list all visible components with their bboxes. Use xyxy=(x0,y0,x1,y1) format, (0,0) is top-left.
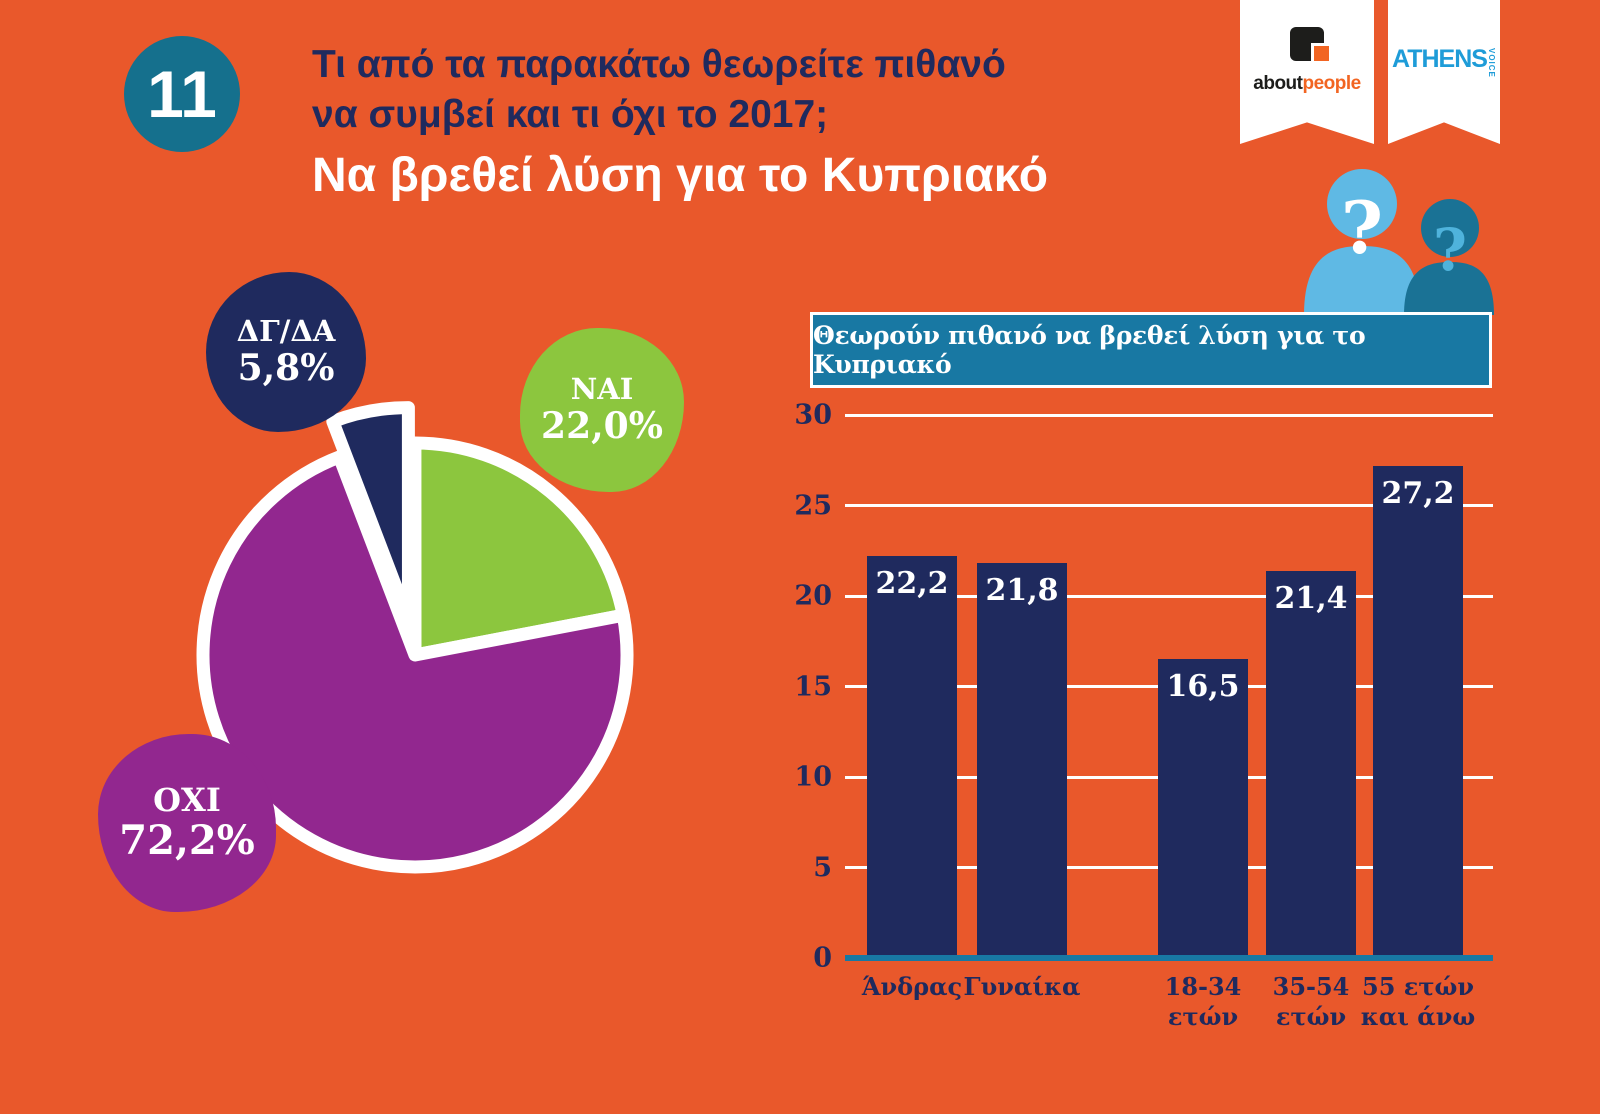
person-dark-head xyxy=(1421,199,1479,257)
pie-label-oxi-value: 72,2% xyxy=(119,817,255,865)
pie-label-oxi-text: ΟΧΙ xyxy=(153,780,221,819)
pie-label-nai: ΝΑΙ 22,0% xyxy=(520,328,684,492)
aboutpeople-logo-badge: aboutpeople xyxy=(1240,0,1374,144)
pie-svg xyxy=(196,401,634,874)
pie-label-nai-text: ΝΑΙ xyxy=(570,371,634,406)
pie-slice-ΝΑΙ xyxy=(408,436,630,662)
person-light-body xyxy=(1304,246,1420,315)
person-light-silhouette: ? xyxy=(1304,169,1420,315)
question-title-line1: Τι από τα παρακάτω θεωρείτε πιθανό xyxy=(312,43,1006,86)
bar-2: 21,8 xyxy=(977,563,1067,958)
gridline-25 xyxy=(845,504,1493,507)
athens-voice-wordmark: ATHENS VOICE xyxy=(1392,45,1496,78)
x-label-3: 18-34 ετών xyxy=(1164,972,1242,1031)
person-dark-silhouette: ? xyxy=(1404,199,1494,315)
question-subtitle: Να βρεθεί λύση για το Κυπριακό xyxy=(312,148,1049,202)
x-axis-line xyxy=(845,955,1493,961)
x-label-2: Γυναίκα xyxy=(963,972,1081,1001)
bar-4: 21,4 xyxy=(1266,570,1356,958)
pie-label-dgda-text: ΔΓ/ΔΑ xyxy=(236,313,336,348)
bar-chart-y-axis: 0 5 10 15 20 25 30 xyxy=(772,400,832,974)
bar-value-label: 21,4 xyxy=(1274,580,1348,616)
gridline-30 xyxy=(845,413,1493,417)
bar-1: 22,2 xyxy=(867,556,957,958)
y-tick-20: 20 xyxy=(794,580,832,612)
pie-label-oxi: ΟΧΙ 72,2% xyxy=(98,734,276,912)
pie-slice-ΔΓ/ΔΑ xyxy=(326,401,415,627)
aboutpeople-icon xyxy=(1290,27,1332,64)
aboutpeople-wordmark: aboutpeople xyxy=(1253,73,1361,95)
bar-3: 16,5 xyxy=(1158,659,1248,958)
gridline-20 xyxy=(845,594,1493,598)
y-tick-15: 15 xyxy=(794,671,832,702)
question-number: 11 xyxy=(147,57,217,131)
question-mark-white: ? xyxy=(1341,185,1383,270)
people-question-illustration: ? ? xyxy=(1304,169,1494,315)
athens-voice-logo-badge: ATHENS VOICE xyxy=(1388,0,1500,144)
pie-label-dgda-value: 5,8% xyxy=(237,346,335,389)
header: Τι από τα παρακάτω θεωρείτε πιθανό να συ… xyxy=(312,40,1048,203)
bar-5: 27,2 xyxy=(1373,465,1463,958)
y-tick-0: 0 xyxy=(813,942,832,974)
athens-voice: VOICE xyxy=(1486,47,1496,78)
aboutpeople-people: people xyxy=(1302,73,1361,94)
x-label-4: 35-54 ετών xyxy=(1272,972,1350,1031)
bar-chart-x-axis: Άνδρας Γυναίκα 18-34 ετών 35-54 ετών 55 ετών κα… xyxy=(845,972,1493,1062)
pie-chart xyxy=(165,345,685,910)
y-tick-5: 5 xyxy=(813,852,832,883)
bar-chart-title: Θεωρούν πιθανό να βρεθεί λύση για το Κυπ… xyxy=(813,321,1366,379)
bar-value-label: 21,8 xyxy=(985,573,1059,609)
bar-chart-banner: Θεωρούν πιθανό να βρεθεί λύση για το Κυπ… xyxy=(810,312,1492,388)
athens-name: ATHENS xyxy=(1392,44,1488,73)
x-label-5: 55 ετών και άνω xyxy=(1360,972,1476,1031)
y-tick-30: 30 xyxy=(794,399,832,431)
aboutpeople-about: about xyxy=(1253,73,1303,94)
person-dark-body xyxy=(1404,262,1494,315)
bar-value-label: 27,2 xyxy=(1381,475,1455,511)
bar-chart-plot: 22,2 21,8 16,5 21,4 27,2 xyxy=(845,413,1493,961)
aboutpeople-icon-square xyxy=(1311,43,1332,64)
y-tick-25: 25 xyxy=(794,490,832,521)
question-title-line2: να συμβεί και τι όχι το 2017; xyxy=(312,92,829,136)
bar-value-label: 22,2 xyxy=(875,566,949,602)
question-mark-teal: ? xyxy=(1433,216,1467,284)
x-label-1: Άνδρας xyxy=(861,972,963,1001)
bar-value-label: 16,5 xyxy=(1166,669,1240,705)
question-number-badge: 11 xyxy=(124,36,240,152)
pie-label-nai-value: 22,0% xyxy=(541,404,663,447)
person-light-head xyxy=(1327,169,1397,239)
pie-slice-ΟΧΙ xyxy=(196,450,634,874)
y-tick-10: 10 xyxy=(794,761,832,793)
pie-label-dgda: ΔΓ/ΔΑ 5,8% xyxy=(206,272,366,432)
